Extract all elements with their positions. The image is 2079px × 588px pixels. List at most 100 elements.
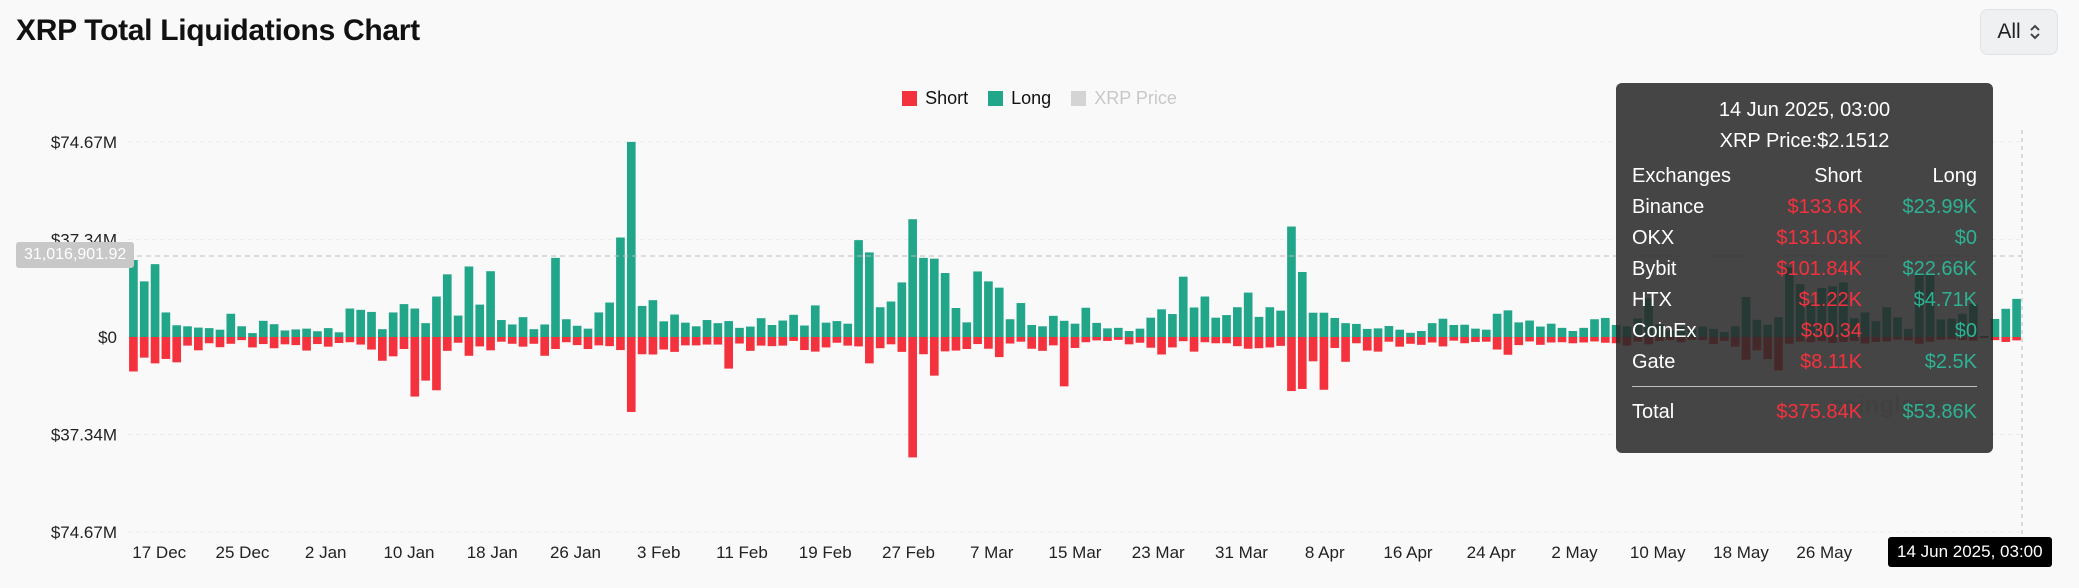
short-bar <box>1568 337 1578 344</box>
short-bar <box>994 337 1004 358</box>
short-bar <box>367 337 376 350</box>
long-bar <box>2001 308 2011 337</box>
short-bar <box>1449 337 1459 341</box>
short-bar <box>1081 337 1091 343</box>
long-bar <box>984 281 993 337</box>
short-bar <box>756 337 766 346</box>
short-bar <box>778 337 788 346</box>
short-bar <box>800 337 809 351</box>
x-tick-label: 27 Feb <box>882 543 935 562</box>
short-bar <box>475 337 485 347</box>
legend-item-xrp-price[interactable]: XRP Price <box>1071 88 1177 109</box>
x-tick-label: 2 Jan <box>305 543 347 562</box>
short-bar <box>1373 337 1383 352</box>
short-bar <box>1503 337 1513 355</box>
tooltip-price: XRP Price:$2.1512 <box>1719 130 1890 152</box>
long-bar <box>886 301 896 337</box>
tooltip-long-value: $23.99K <box>1902 196 1977 218</box>
long-bar <box>1081 307 1091 337</box>
long-bar <box>1600 317 1610 337</box>
short-bar <box>2001 337 2011 342</box>
short-bar <box>248 337 257 348</box>
short-bar <box>172 337 182 363</box>
chevron-up-down-icon <box>2029 23 2041 41</box>
long-bar <box>1579 327 1589 337</box>
short-bar <box>897 337 907 352</box>
long-bar <box>1146 317 1156 337</box>
short-bar <box>929 337 939 376</box>
short-bar <box>1406 337 1415 344</box>
short-bar <box>258 337 268 345</box>
short-bar <box>1525 337 1534 342</box>
long-bar <box>1027 324 1037 337</box>
tooltip-header-row: Exchanges Short Long <box>1632 161 1977 192</box>
short-bar <box>1200 337 1210 343</box>
short-bar <box>237 337 246 341</box>
short-bar <box>1178 337 1188 342</box>
short-bar <box>302 337 311 351</box>
short-bar <box>1319 337 1329 390</box>
chart-legend: Short Long XRP Price <box>0 88 2079 109</box>
short-bar <box>388 337 398 357</box>
short-bar <box>1157 337 1166 355</box>
short-bar <box>1146 337 1156 348</box>
long-bar <box>843 323 853 337</box>
short-bar <box>886 337 896 345</box>
tooltip-exchange: HTX <box>1632 289 1672 311</box>
long-bar <box>215 329 225 337</box>
tooltip-row: Binance $133.6K $23.99K <box>1632 192 1977 223</box>
long-bar <box>518 317 528 337</box>
long-bar <box>540 324 550 337</box>
short-bar <box>1341 337 1350 362</box>
legend-label-long: Long <box>1011 88 1052 108</box>
long-bar <box>1222 315 1231 337</box>
range-select[interactable]: All <box>1980 9 2058 55</box>
x-tick-label: 23 Mar <box>1132 543 1185 562</box>
short-bar <box>1600 337 1610 343</box>
short-bar <box>1438 337 1448 347</box>
tooltip-row: Bybit $101.84K $22.66K <box>1632 254 1977 285</box>
short-bar <box>670 337 679 352</box>
short-bar <box>1092 337 1101 341</box>
x-tick-label: 10 Jan <box>383 543 434 562</box>
short-bar <box>215 337 225 348</box>
tooltip-short-value: $133.6K <box>1787 196 1862 218</box>
x-tick-label: 26 May <box>1796 543 1852 562</box>
tooltip-long-value: $0 <box>1954 320 1977 342</box>
tooltip-total-label: Total <box>1632 401 1675 423</box>
long-bar <box>1254 316 1264 337</box>
short-bar <box>1005 337 1015 344</box>
long-bar <box>1481 329 1491 337</box>
legend-item-short[interactable]: Short <box>902 88 968 109</box>
long-bar <box>529 329 539 337</box>
long-bar <box>940 273 950 337</box>
long-bar <box>269 324 279 337</box>
x-tick-label: 26 Jan <box>550 543 601 562</box>
short-bar <box>2012 337 2021 341</box>
long-bar <box>1049 315 1058 337</box>
x-tick-label: 3 Feb <box>637 543 680 562</box>
long-bar <box>1211 317 1221 337</box>
short-bar <box>1471 337 1480 342</box>
long-bar <box>865 252 874 337</box>
short-bar <box>1233 337 1242 347</box>
long-bar <box>1362 328 1372 337</box>
y-tick-label: $74.67M <box>51 133 117 152</box>
x-tick-label: 16 Apr <box>1383 543 1432 562</box>
short-bar <box>269 337 279 349</box>
long-bar <box>334 332 344 337</box>
x-tick-label: 18 May <box>1713 543 1769 562</box>
long-bar <box>778 320 788 337</box>
long-bar <box>1525 320 1534 337</box>
short-bar <box>1254 337 1264 349</box>
short-bar <box>421 337 430 381</box>
long-bar <box>258 320 268 337</box>
tooltip-exchange: CoinEx <box>1632 320 1697 342</box>
x-tick-label: 2 May <box>1551 543 1598 562</box>
long-bar <box>1395 329 1405 337</box>
short-bar <box>865 337 874 364</box>
page-title: XRP Total Liquidations Chart <box>16 14 420 47</box>
long-bar <box>1178 276 1188 337</box>
long-bar <box>1503 310 1513 337</box>
legend-item-long[interactable]: Long <box>988 88 1051 109</box>
